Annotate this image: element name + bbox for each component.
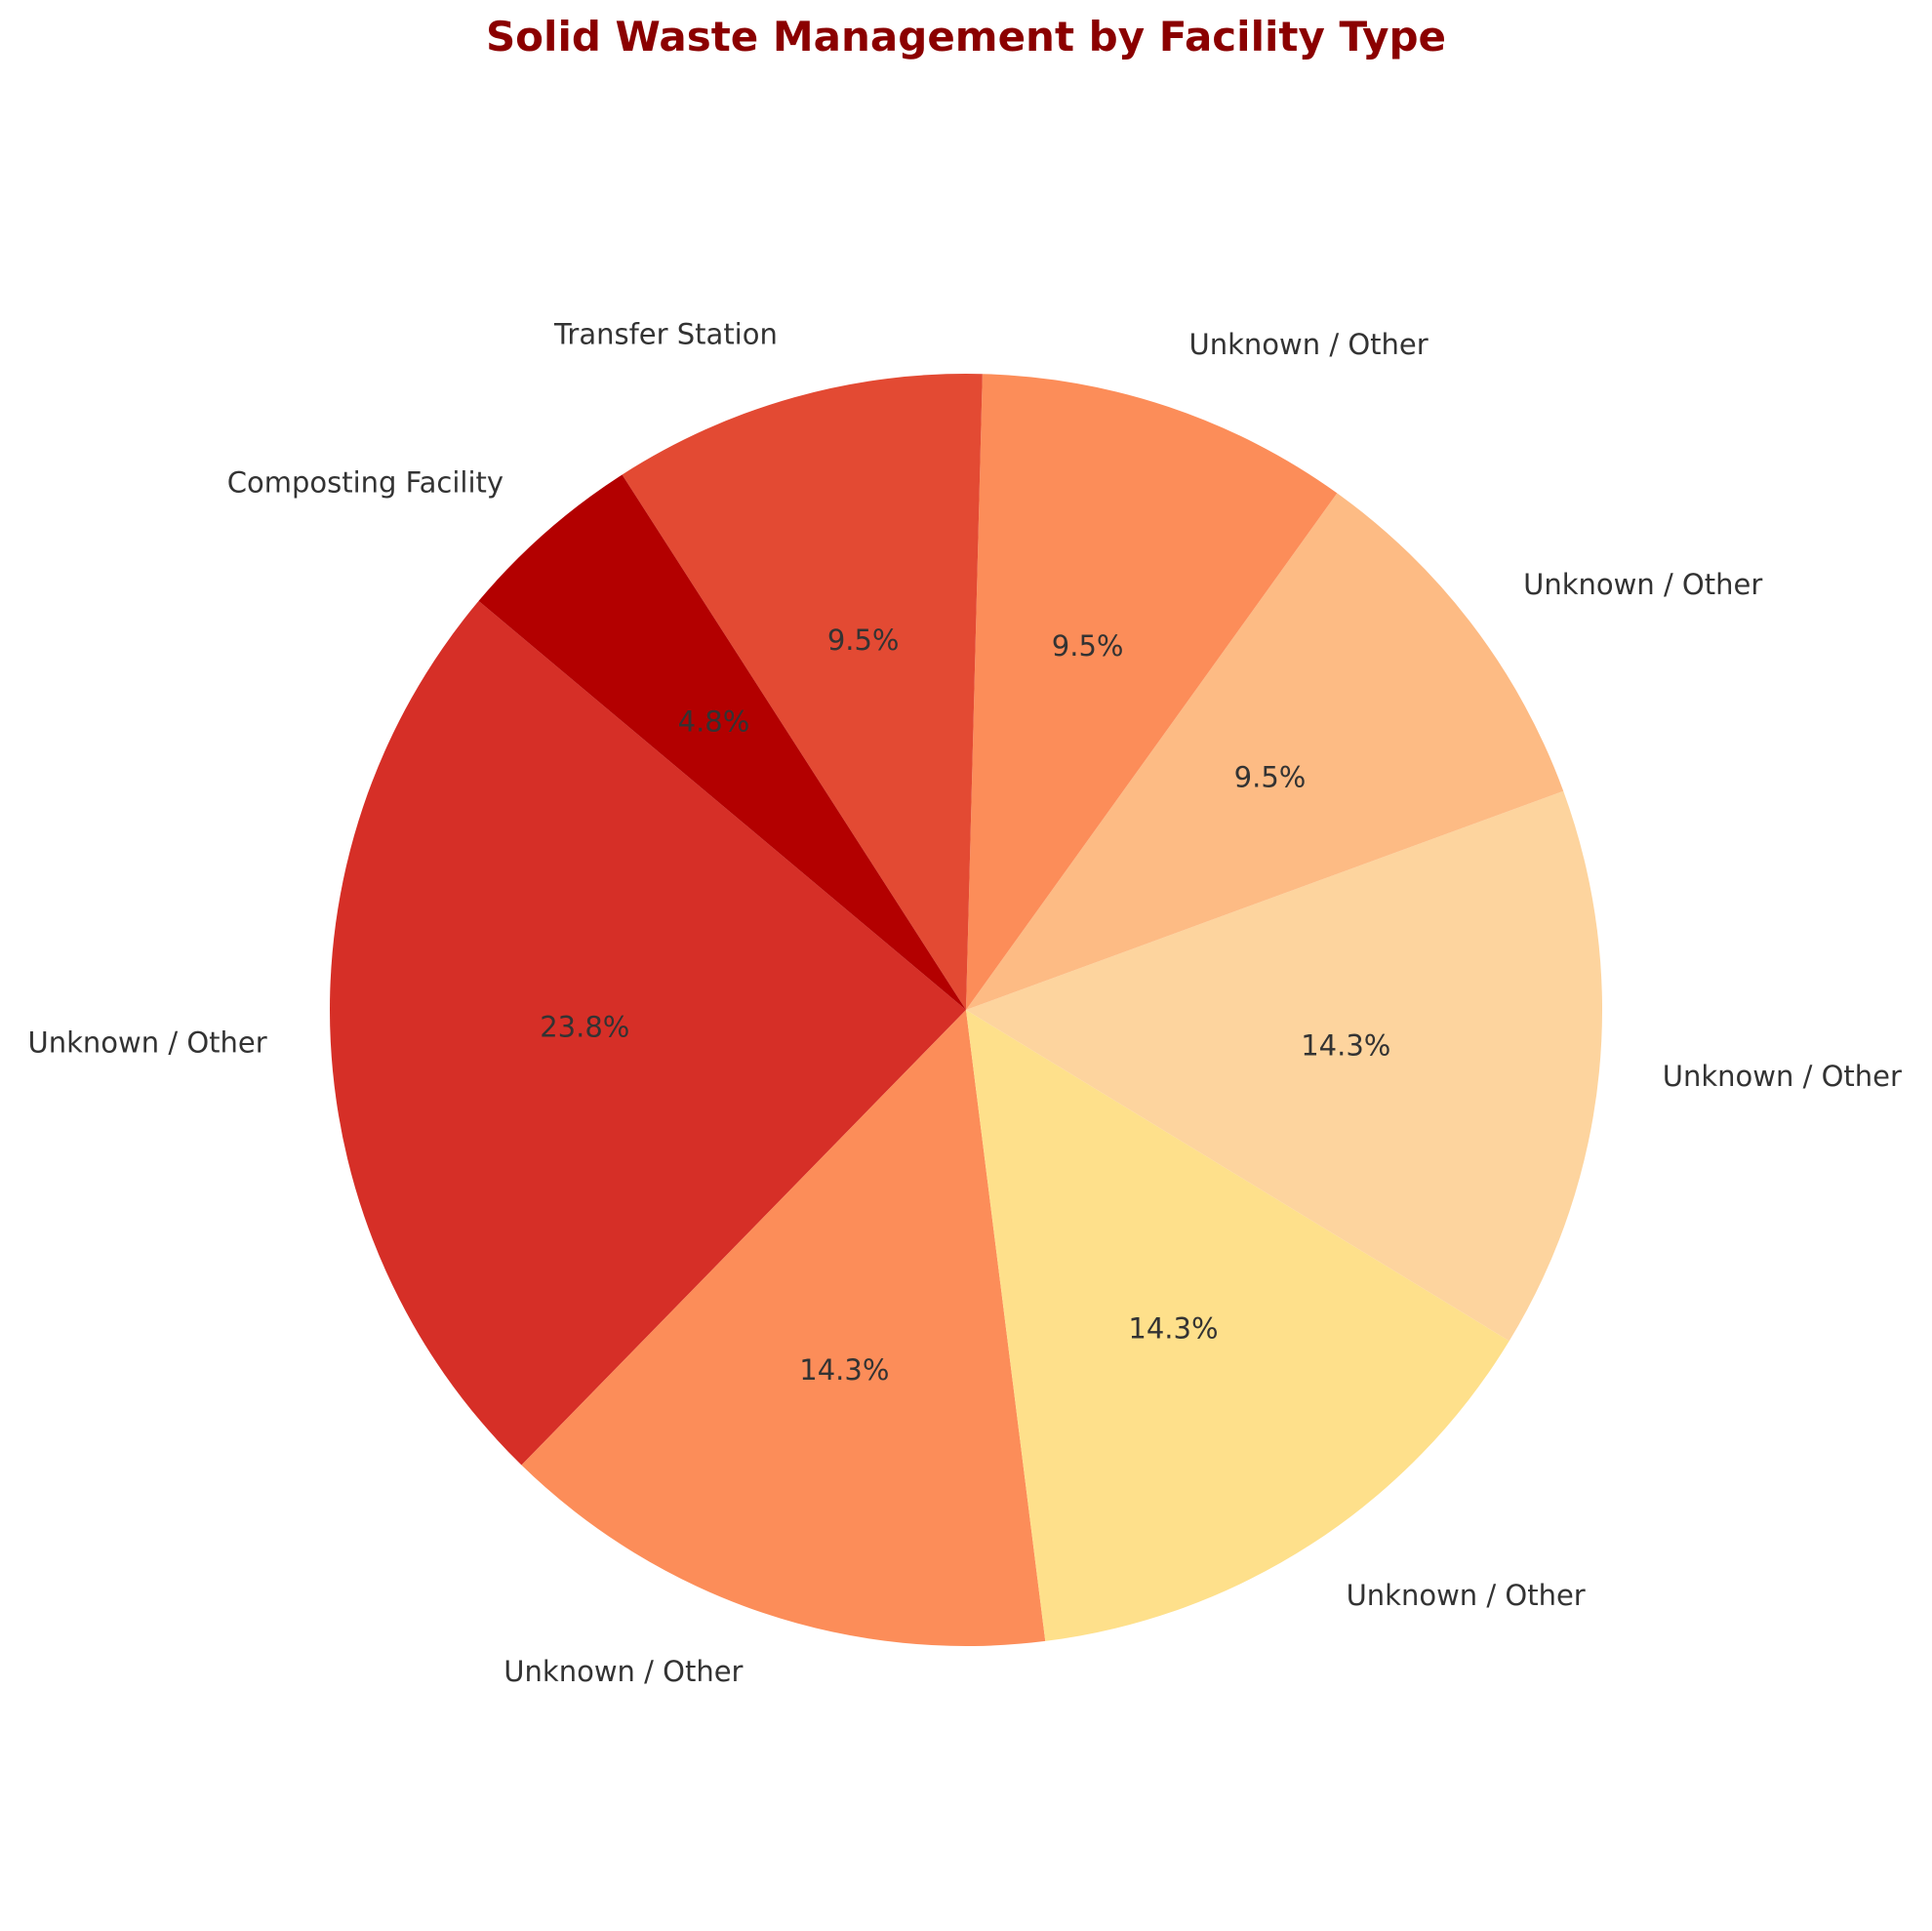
slice-percentage: 9.5% xyxy=(827,624,900,657)
slice-label: Unknown / Other xyxy=(1663,1060,1902,1093)
slice-label: Transfer Station xyxy=(553,317,778,350)
pie-slice xyxy=(966,790,1602,1342)
slice-label: Unknown / Other xyxy=(503,1655,743,1688)
slice-label: Composting Facility xyxy=(227,466,503,500)
slice-label: Unknown / Other xyxy=(1347,1579,1586,1612)
slice-percentage: 14.3% xyxy=(799,1353,889,1387)
slice-percentage: 4.8% xyxy=(678,704,750,738)
slice-percentage: 14.3% xyxy=(1301,1028,1390,1062)
pie-slice xyxy=(622,374,983,1010)
pie-slice xyxy=(330,600,966,1466)
chart-title: Solid Waste Management by Facility Type xyxy=(486,13,1446,60)
slice-label: Unknown / Other xyxy=(1523,568,1762,601)
percentage-labels: 23.8% 14.3% 14.3% 14.3% 9.5% 9.5% 9.5% 4.8% xyxy=(540,624,1390,1387)
pie-slice xyxy=(966,493,1564,1010)
slice-percentage: 14.3% xyxy=(1128,1311,1218,1345)
pie-slice xyxy=(521,1010,1046,1646)
slice-percentage: 23.8% xyxy=(540,1010,629,1043)
pie-slice xyxy=(966,374,1338,1010)
pie-slices xyxy=(330,374,1602,1646)
slice-label: Unknown / Other xyxy=(1189,328,1429,361)
slice-percentage: 9.5% xyxy=(1234,760,1307,793)
pie-slice xyxy=(966,1010,1509,1641)
pie-slice xyxy=(478,474,966,1010)
slice-labels: Unknown / Other Unknown / Other Unknown / … xyxy=(28,317,1902,1688)
slice-label: Unknown / Other xyxy=(28,1026,267,1060)
slice-percentage: 9.5% xyxy=(1052,629,1124,663)
